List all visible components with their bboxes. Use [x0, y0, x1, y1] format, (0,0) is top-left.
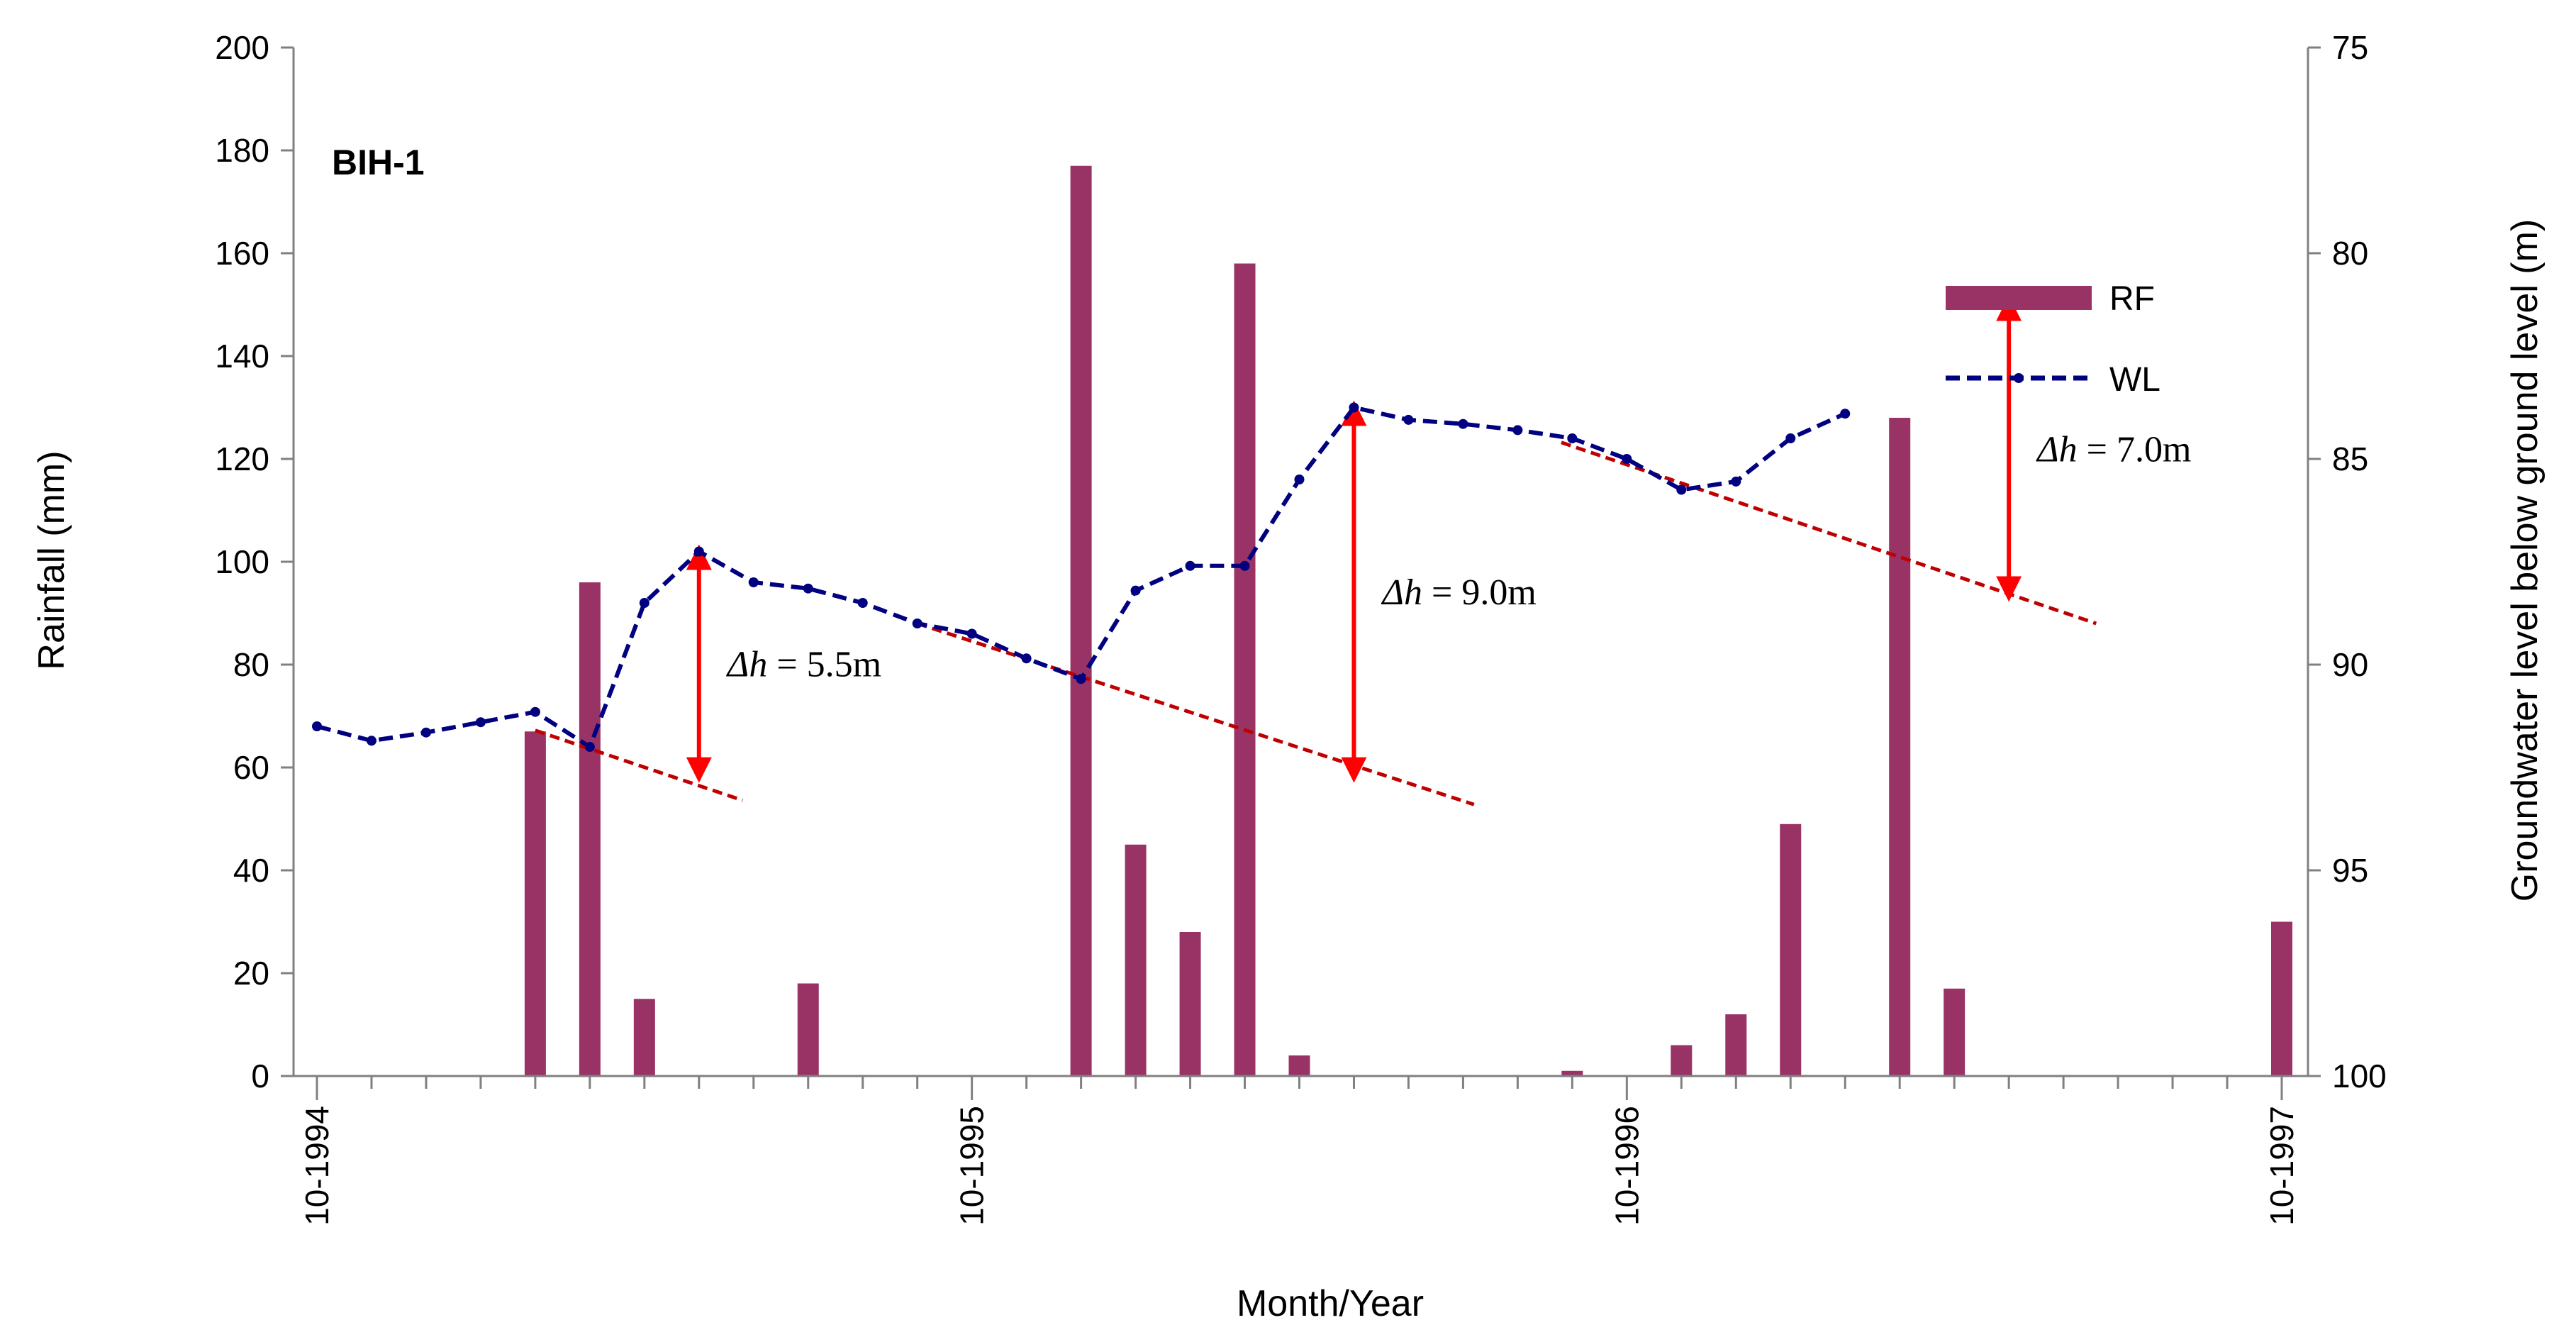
legend-wl-label: WL [2109, 361, 2160, 399]
delta-h-label: Δh = 9.0m [1381, 572, 1536, 613]
x-tick-label: 10-1996 [1608, 1106, 1645, 1226]
water-level-point [1403, 414, 1414, 425]
left-y-tick-label: 100 [215, 543, 269, 580]
water-level-point [475, 717, 486, 728]
water-level-point [420, 727, 431, 738]
rainfall-bar [579, 582, 601, 1076]
water-level-point [1731, 476, 1741, 487]
left-y-tick-label: 40 [233, 852, 269, 889]
water-level-point [639, 598, 649, 608]
water-level-point [912, 619, 922, 628]
left-y-tick-label: 200 [215, 29, 269, 66]
legend-rf-swatch [1946, 286, 2092, 310]
left-y-tick-label: 140 [215, 338, 269, 375]
rainfall-bar [524, 731, 546, 1076]
water-level-point [1622, 454, 1632, 464]
water-level-point [966, 628, 977, 639]
rainfall-bar [1725, 1014, 1747, 1076]
x-tick-label: 10-1994 [299, 1106, 335, 1226]
rainfall-bar [1944, 988, 1966, 1076]
left-y-tick-label: 20 [233, 955, 269, 992]
rainfall-bar [1780, 824, 1802, 1076]
recession-line [535, 728, 744, 802]
water-level-point [1130, 585, 1141, 596]
water-level-point [366, 736, 377, 746]
left-y-tick-label: 80 [233, 646, 269, 683]
legend: RF WL [1946, 280, 2160, 399]
water-level-point [1840, 409, 1851, 419]
rainfall-bar [1889, 418, 1911, 1076]
rainfall-bar [1179, 932, 1201, 1076]
right-y-axis-title: Groundwater level below ground level (m) [2504, 219, 2546, 902]
legend-rf-label: RF [2109, 280, 2155, 318]
water-level-point [1676, 484, 1687, 495]
water-level-point [1021, 653, 1032, 664]
water-level-point [1512, 425, 1523, 436]
water-level-point [530, 706, 540, 717]
water-level-point [312, 721, 322, 731]
right-y-tick-label: 85 [2332, 440, 2368, 477]
rainfall-bar [1288, 1055, 1310, 1076]
rainfall-bar [797, 983, 819, 1076]
right-y-tick-label: 95 [2332, 852, 2368, 889]
left-y-tick-label: 0 [251, 1058, 269, 1094]
water-level-point [1239, 560, 1250, 571]
rainfall-bar [633, 999, 655, 1076]
water-level-point [584, 742, 595, 752]
delta-h-label: Δh = 5.5m [726, 645, 881, 685]
delta-h-label: Δh = 7.0m [2036, 430, 2191, 470]
x-tick-label: 10-1995 [954, 1106, 991, 1226]
water-level-point [1349, 402, 1359, 413]
rainfall-bar [2271, 921, 2292, 1076]
legend-wl-marker [2014, 373, 2024, 383]
rainfall-bar [1125, 844, 1147, 1076]
left-y-tick-label: 180 [215, 132, 269, 169]
right-y-tick-label: 80 [2332, 235, 2368, 272]
water-level-point [1185, 560, 1195, 571]
water-level-point [803, 583, 813, 594]
water-level-point [1567, 433, 1578, 443]
rainfall-bar [1671, 1045, 1693, 1076]
water-level-point [1458, 418, 1468, 429]
x-axis-title: Month/Year [1237, 1283, 1424, 1324]
rainfall-bar [1070, 165, 1092, 1076]
panel-label: BIH-1 [332, 143, 425, 182]
left-y-tick-label: 60 [233, 749, 269, 786]
x-tick-label: 10-1997 [2263, 1106, 2300, 1226]
water-level-point [1076, 674, 1086, 684]
right-y-tick-label: 100 [2332, 1058, 2387, 1094]
water-level-point [693, 546, 704, 557]
right-y-tick-label: 90 [2332, 646, 2368, 683]
left-y-axis-title: Rainfall (mm) [31, 450, 72, 670]
water-level-point [857, 598, 868, 608]
water-level-point [1785, 433, 1796, 443]
left-y-tick-label: 160 [215, 235, 269, 272]
right-y-tick-label: 75 [2332, 29, 2368, 66]
rainfall-bar [1234, 263, 1256, 1076]
water-level-point [748, 577, 759, 587]
water-level-point [1294, 475, 1305, 484]
recession-line [916, 621, 1475, 806]
left-y-tick-label: 120 [215, 440, 269, 477]
rainfall-bar [1561, 1070, 1583, 1076]
